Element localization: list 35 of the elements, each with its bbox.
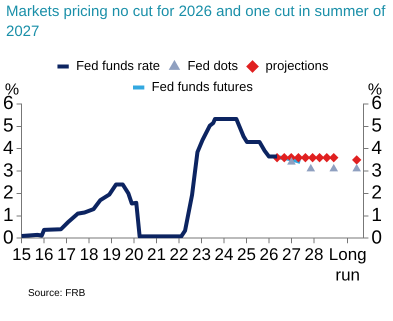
- x-tick-label: 18: [80, 245, 98, 264]
- y2-tick-label: 3: [371, 160, 382, 182]
- x-tick-label: 26: [260, 245, 278, 264]
- legend-label: Fed funds rate: [76, 58, 160, 74]
- x-tick-label: 28: [304, 245, 324, 264]
- y2-tick-label: 5: [371, 116, 382, 137]
- y2-tick-label: 0: [371, 227, 382, 248]
- y-tick-label: 0: [2, 227, 14, 248]
- y2-tick-label: 4: [371, 138, 382, 159]
- x-tick-label: 27: [282, 245, 301, 264]
- x-tick-label: 21: [147, 245, 166, 264]
- y-tick-label: 6: [2, 93, 14, 114]
- legend-label: projections: [266, 58, 329, 74]
- x-tick-label: 24: [214, 245, 234, 264]
- x-tick-label: 23: [192, 245, 211, 264]
- y-tick-label: 1: [2, 205, 14, 226]
- y-tick-label: 5: [2, 116, 14, 137]
- y2-tick-label: 6: [371, 93, 382, 114]
- x-tick-label: 16: [34, 245, 54, 264]
- x-tick-label: 15: [12, 245, 32, 264]
- x-tick-label: 20: [124, 245, 144, 264]
- y2-tick-label: 2: [371, 182, 382, 204]
- legend-label: Fed dots: [187, 58, 239, 74]
- y-tick-label: 2: [2, 182, 14, 204]
- x-tick-label: 25: [237, 245, 256, 264]
- legend-label: Fed funds futures: [152, 79, 254, 94]
- y-tick-label: 4: [2, 138, 14, 159]
- x-tick-label: 19: [102, 245, 121, 264]
- x-tick-label: 17: [57, 245, 76, 264]
- x-tick-label: 22: [170, 245, 188, 264]
- chart-title: Markets pricing no cut for 2026 and one cut in summer of 2027: [5, 2, 386, 42]
- source-note: Source: FRB: [28, 288, 86, 299]
- x-tick-label: Long run: [328, 245, 367, 284]
- y-tick-label: 3: [2, 160, 14, 182]
- y2-tick-label: 1: [371, 205, 382, 226]
